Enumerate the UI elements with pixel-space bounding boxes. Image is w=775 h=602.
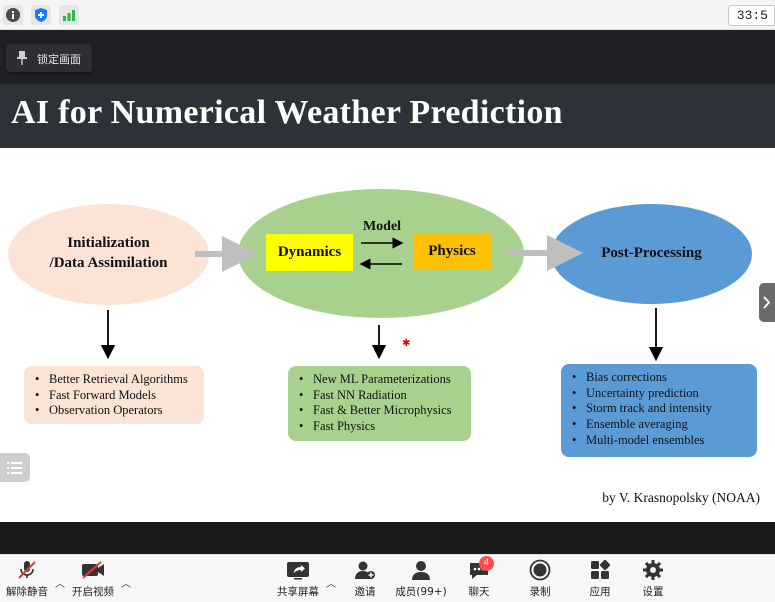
chat-button[interactable]: 4 聊天 — [464, 556, 494, 599]
gear-icon — [643, 560, 663, 580]
apps-label: 应用 — [589, 586, 611, 598]
start-video-button[interactable]: 开启视频 — [68, 559, 118, 599]
share-screen-icon — [287, 562, 309, 580]
initialization-label: Initialization — [67, 235, 150, 251]
list-item: Fast & Better Microphysics — [297, 403, 452, 419]
slide-credit: by V. Krasnopolsky (NOAA) — [602, 490, 760, 505]
slide-title-bar — [0, 84, 775, 148]
microphone-muted-icon — [18, 561, 36, 579]
post-bullets-box: Bias corrections Uncertainty prediction … — [561, 364, 757, 457]
red-mark: ✱ — [402, 338, 411, 349]
share-options-caret[interactable]: ︿ — [326, 579, 336, 590]
list-item: Observation Operators — [33, 403, 188, 419]
slide-title: AI for Numerical Weather Prediction — [11, 94, 563, 131]
shared-screen-bottom — [0, 522, 775, 554]
list-item: Storm track and intensity — [570, 401, 712, 417]
video-options-caret[interactable]: ︿ — [121, 579, 131, 590]
record-button[interactable]: 录制 — [527, 559, 553, 599]
post-processing-label: Post-Processing — [601, 245, 702, 261]
model-bullets-box: New ML Parameterizations Fast NN Radiati… — [288, 366, 471, 441]
list-item: Fast Forward Models — [33, 388, 188, 404]
chevron-right-icon — [763, 296, 771, 309]
unmute-label: 解除静音 — [6, 586, 48, 598]
list-item: Bias corrections — [570, 370, 712, 386]
unmute-button[interactable]: 解除静音 — [3, 559, 51, 599]
meeting-toolbar: 解除静音 ︿ 开启视频 ︿ 共享屏幕 ︿ 邀请 成员 — [0, 554, 775, 602]
init-bullet-list: Better Retrieval Algorithms Fast Forward… — [33, 372, 188, 419]
invite-button[interactable]: 邀请 — [348, 559, 382, 599]
list-item: Ensemble averaging — [570, 417, 712, 433]
chat-unread-badge: 4 — [479, 556, 494, 571]
model-label: Model — [362, 219, 402, 234]
list-item: Better Retrieval Algorithms — [33, 372, 188, 388]
list-item: Multi-model ensembles — [570, 433, 712, 449]
floating-list-button[interactable] — [0, 453, 30, 482]
apps-button[interactable]: 应用 — [587, 559, 613, 599]
members-icon — [412, 561, 430, 580]
status-bar: 33:5 — [0, 0, 775, 30]
list-item: Fast NN Radiation — [297, 388, 452, 404]
pin-icon — [17, 51, 27, 65]
model-bullet-list: New ML Parameterizations Fast NN Radiati… — [297, 372, 452, 435]
list-item: New ML Parameterizations — [297, 372, 452, 388]
invite-user-icon — [355, 561, 375, 579]
initialization-ellipse — [8, 204, 209, 305]
lock-view-button[interactable]: 锁定画面 — [6, 44, 92, 72]
security-shield-icon[interactable] — [31, 5, 51, 25]
share-screen-button[interactable]: 共享屏幕 — [274, 559, 322, 599]
data-assimilation-label: /Data Assimilation — [49, 255, 168, 271]
video-camera-off-icon — [82, 561, 104, 579]
record-icon — [529, 559, 551, 581]
next-page-button[interactable] — [759, 283, 775, 322]
meeting-timer: 33:5 — [727, 5, 775, 26]
network-signal-icon[interactable] — [59, 5, 79, 25]
info-icon[interactable] — [3, 5, 23, 25]
init-bullets-box: Better Retrieval Algorithms Fast Forward… — [24, 366, 204, 424]
apps-grid-icon — [591, 559, 611, 579]
list-item: Fast Physics — [297, 419, 452, 435]
invite-label: 邀请 — [354, 586, 376, 598]
members-button[interactable]: 成员(99+) — [393, 559, 449, 599]
record-label: 录制 — [529, 586, 551, 598]
members-label: 成员(99+) — [395, 586, 447, 598]
list-icon — [7, 462, 22, 474]
dynamics-box: Dynamics — [266, 234, 353, 271]
physics-box: Physics — [413, 234, 491, 269]
chat-label: 聊天 — [468, 586, 490, 598]
post-bullet-list: Bias corrections Uncertainty prediction … — [570, 370, 712, 449]
settings-button[interactable]: 设置 — [640, 559, 666, 599]
audio-options-caret[interactable]: ︿ — [55, 579, 65, 590]
settings-label: 设置 — [642, 586, 664, 598]
post-processing-ellipse — [551, 204, 752, 304]
share-screen-label: 共享屏幕 — [277, 586, 319, 598]
start-video-label: 开启视频 — [72, 586, 114, 598]
list-item: Uncertainty prediction — [570, 386, 712, 402]
lock-view-label: 锁定画面 — [37, 53, 81, 66]
